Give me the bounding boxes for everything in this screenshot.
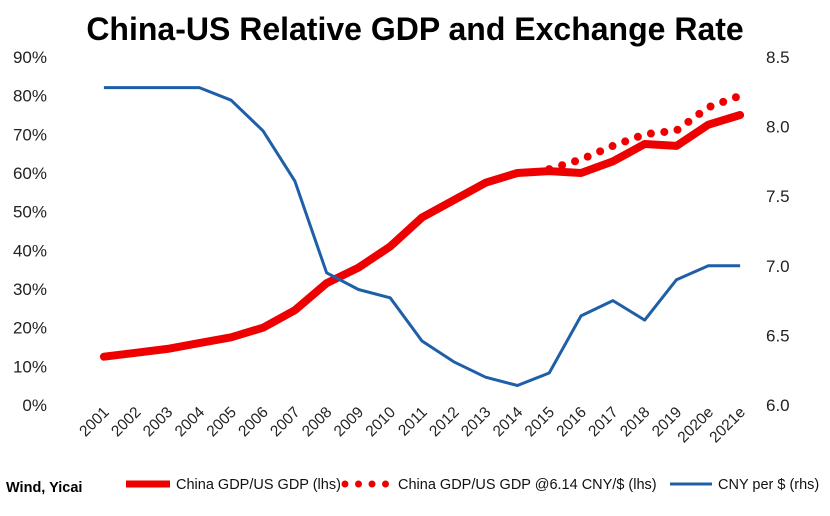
left-axis: 0% 10% 20% 30% 40% 50% 60% 70% 80% 90% (13, 48, 47, 415)
legend-item: CNY per $ (rhs) (670, 477, 819, 493)
right-tick-label: 8.0 (766, 118, 790, 137)
left-tick-label: 50% (13, 203, 47, 222)
left-tick-label: 10% (13, 357, 47, 376)
plot-area (99, 86, 745, 387)
left-tick-label: 70% (13, 125, 47, 144)
left-tick-label: 90% (13, 48, 47, 67)
legend-item: China GDP/US GDP @6.14 CNY/$ (lhs) (341, 477, 657, 493)
x-tick-label: 2018 (617, 404, 653, 440)
x-tick-label: 2012 (426, 404, 462, 440)
right-tick-label: 6.0 (766, 396, 790, 415)
x-tick-label: 2001 (76, 404, 112, 440)
x-tick-label: 2004 (172, 404, 209, 441)
x-tick-label: 2014 (490, 404, 527, 441)
legend-label: China GDP/US GDP @6.14 CNY/$ (lhs) (398, 477, 657, 493)
left-tick-label: 30% (13, 280, 47, 299)
x-tick-label: 2002 (108, 404, 144, 440)
x-axis: 2001200220032004200520062007200820092010… (76, 404, 749, 447)
x-tick-label: 2015 (522, 404, 558, 440)
x-tick-label: 2008 (299, 404, 335, 440)
left-tick-label: 0% (22, 396, 47, 415)
x-tick-label: 2021e (706, 404, 749, 447)
legend-item: China GDP/US GDP (lhs) (126, 477, 341, 493)
legend-label: CNY per $ (rhs) (718, 477, 819, 493)
x-tick-label: 2003 (140, 404, 176, 440)
source-note: Wind, Yicai (6, 480, 82, 496)
right-tick-label: 8.5 (766, 48, 790, 67)
x-tick-label: 2006 (235, 404, 271, 440)
x-tick-label: 2005 (204, 404, 240, 440)
right-axis: 6.0 6.5 7.0 7.5 8.0 8.5 (766, 48, 790, 415)
x-tick-label: 2009 (331, 404, 367, 440)
series-line-gdp-fixed-fx (545, 91, 745, 174)
right-tick-label: 7.0 (766, 257, 790, 276)
left-tick-label: 80% (13, 87, 47, 106)
legend-label: China GDP/US GDP (lhs) (176, 477, 341, 493)
left-tick-label: 60% (13, 164, 47, 183)
chart-title: China-US Relative GDP and Exchange Rate (86, 11, 743, 47)
right-tick-label: 6.5 (766, 326, 790, 345)
left-tick-label: 40% (13, 241, 47, 260)
x-tick-label: 2013 (458, 404, 494, 440)
x-tick-label: 2017 (585, 404, 621, 440)
legend: China GDP/US GDP (lhs) China GDP/US GDP @… (126, 477, 819, 493)
x-tick-label: 2007 (267, 404, 303, 440)
x-tick-label: 2011 (395, 404, 431, 440)
x-tick-label: 2016 (553, 404, 589, 440)
left-tick-label: 20% (13, 319, 47, 338)
series-line-cny-per-usd (103, 86, 741, 387)
series-line-gdp-ratio (99, 111, 745, 361)
right-tick-label: 7.5 (766, 187, 790, 206)
x-tick-label: 2010 (363, 404, 400, 441)
